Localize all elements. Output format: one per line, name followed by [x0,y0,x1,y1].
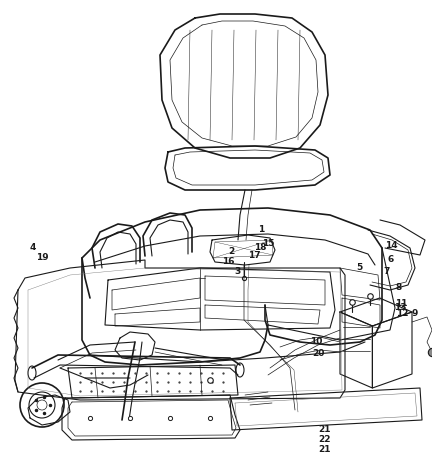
Text: 16: 16 [222,257,235,266]
Text: 20: 20 [312,350,324,359]
Text: 2: 2 [228,247,234,257]
Text: 11: 11 [395,298,407,307]
Text: 3: 3 [234,267,240,276]
Text: 5: 5 [356,264,362,273]
Text: 8: 8 [395,284,401,293]
Text: 6: 6 [388,256,394,265]
Text: 1: 1 [258,226,264,235]
Text: 12: 12 [396,310,409,319]
Text: 17: 17 [248,251,260,260]
Text: 18: 18 [254,243,267,251]
Text: 14: 14 [385,240,397,249]
Text: 4: 4 [30,244,36,253]
Text: 19: 19 [36,254,49,263]
Text: 10: 10 [310,338,322,346]
Text: 22: 22 [318,436,330,445]
Text: 21: 21 [318,426,330,435]
Text: 15: 15 [262,238,274,247]
Text: 21: 21 [318,446,330,455]
Text: 7: 7 [383,267,389,276]
Text: 13: 13 [394,304,407,313]
Text: 9: 9 [412,310,418,319]
